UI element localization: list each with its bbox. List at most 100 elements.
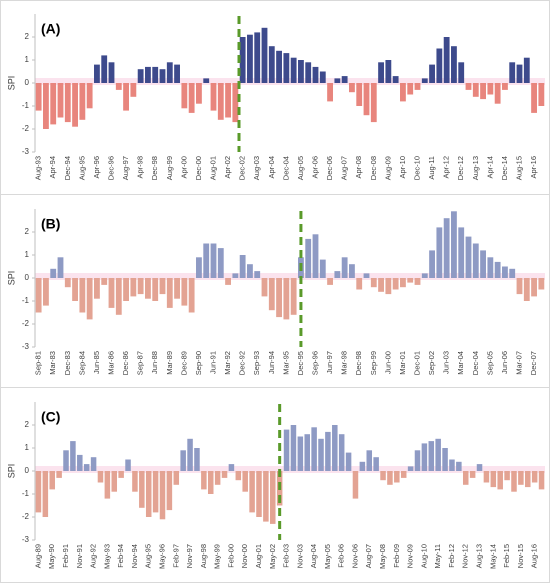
- zero-band: [35, 466, 545, 473]
- x-tick-label: Jun-88: [150, 351, 159, 374]
- bar: [50, 83, 57, 125]
- bar: [509, 268, 516, 278]
- bar: [538, 278, 545, 290]
- x-tick-label: Sep-87: [136, 351, 145, 375]
- x-tick-label: Aug-07: [340, 156, 349, 180]
- bar: [56, 471, 62, 478]
- x-tick-label: Jun-94: [267, 351, 276, 374]
- bar: [104, 471, 111, 499]
- bar: [429, 64, 435, 83]
- x-tick-label: Feb-91: [61, 544, 70, 568]
- bar: [414, 450, 421, 471]
- bar: [511, 471, 517, 492]
- bar: [203, 243, 210, 278]
- x-tick-label: May-96: [157, 544, 166, 569]
- x-tick-label: May-14: [488, 544, 497, 569]
- bar: [370, 278, 377, 288]
- bar: [523, 278, 530, 301]
- bar: [305, 238, 312, 278]
- x-tick-label: Aug-98: [199, 544, 208, 568]
- x-tick-label: May-08: [378, 544, 387, 569]
- bar: [194, 448, 200, 471]
- bar: [476, 464, 483, 471]
- bar: [462, 471, 469, 485]
- x-tick-label: Mar-07: [514, 351, 523, 375]
- bar: [276, 50, 282, 83]
- y-tick-label: -2: [22, 319, 30, 328]
- bar: [531, 83, 537, 113]
- bar: [239, 37, 246, 83]
- x-tick-label: Nov-94: [130, 544, 139, 568]
- y-tick-label: 2: [25, 32, 30, 41]
- bar: [228, 464, 235, 471]
- bar: [159, 471, 166, 520]
- bar: [523, 57, 530, 83]
- bar: [43, 83, 49, 129]
- y-tick-label: -1: [22, 489, 30, 498]
- bar: [312, 66, 319, 83]
- x-tick-label: Aug-95: [144, 544, 153, 568]
- y-tick-label: 1: [25, 250, 30, 259]
- x-tick-label: Sep-90: [194, 351, 203, 375]
- bar: [327, 83, 333, 102]
- bar: [436, 48, 443, 83]
- x-tick-label: Apr-00: [179, 156, 188, 179]
- x-tick-label: Aug-01: [208, 156, 217, 180]
- x-tick-label: Nov-06: [350, 544, 359, 568]
- bar: [108, 62, 115, 83]
- x-tick-label: Aug-04: [309, 544, 318, 568]
- bar: [341, 76, 348, 83]
- x-tick-label: May-02: [268, 544, 277, 569]
- bar: [225, 278, 231, 285]
- bar: [188, 278, 195, 313]
- x-tick-label: Aug-93: [34, 156, 43, 180]
- x-tick-label: Aug-01: [254, 544, 263, 568]
- bar: [79, 83, 86, 120]
- bar: [472, 83, 479, 97]
- x-tick-label: Feb-09: [392, 544, 401, 568]
- bar: [407, 83, 414, 95]
- bar: [378, 278, 384, 292]
- bar: [137, 278, 144, 295]
- x-tick-label: Aug-10: [419, 544, 428, 568]
- x-tick-label: Feb-97: [171, 544, 180, 568]
- x-tick-label: Aug-05: [296, 156, 305, 180]
- bar: [235, 471, 242, 481]
- x-tick-label: Dec-92: [238, 351, 247, 375]
- y-tick-label: 1: [25, 55, 30, 64]
- bar: [370, 83, 377, 123]
- bar: [497, 471, 503, 490]
- bar: [341, 257, 348, 278]
- bar: [63, 450, 69, 471]
- x-tick-label: Feb-12: [447, 544, 456, 568]
- bar: [35, 278, 42, 313]
- bar: [319, 259, 326, 278]
- x-tick-label: Mar-89: [165, 351, 174, 375]
- x-tick-label: Dec-04: [471, 351, 480, 375]
- x-tick-label: Dec-94: [63, 156, 72, 180]
- x-tick-label: Jun-00: [383, 351, 392, 374]
- bar: [318, 438, 324, 471]
- bar: [359, 461, 366, 471]
- bar: [334, 78, 341, 83]
- y-tick-label: -2: [22, 512, 30, 521]
- bar: [132, 471, 138, 492]
- bar: [366, 450, 373, 471]
- x-tick-label: Dec-01: [412, 351, 421, 375]
- x-tick-label: Apr-14: [485, 156, 494, 179]
- x-tick-label: Mar-95: [281, 351, 290, 375]
- y-axis-label: SPI: [6, 76, 16, 91]
- bar: [421, 273, 428, 278]
- x-tick-label: Dec-12: [456, 156, 465, 180]
- x-tick-label: Apr-06: [310, 156, 319, 179]
- x-tick-label: Dec-07: [529, 351, 538, 375]
- x-tick-label: Sep-05: [485, 351, 494, 375]
- bar: [490, 471, 497, 488]
- bar: [94, 278, 100, 299]
- x-tick-label: Dec-06: [325, 156, 334, 180]
- bar: [137, 69, 144, 83]
- bar: [531, 471, 538, 483]
- bar: [166, 471, 173, 511]
- x-tick-label: Apr-04: [267, 156, 276, 179]
- y-tick-label: -1: [22, 296, 30, 305]
